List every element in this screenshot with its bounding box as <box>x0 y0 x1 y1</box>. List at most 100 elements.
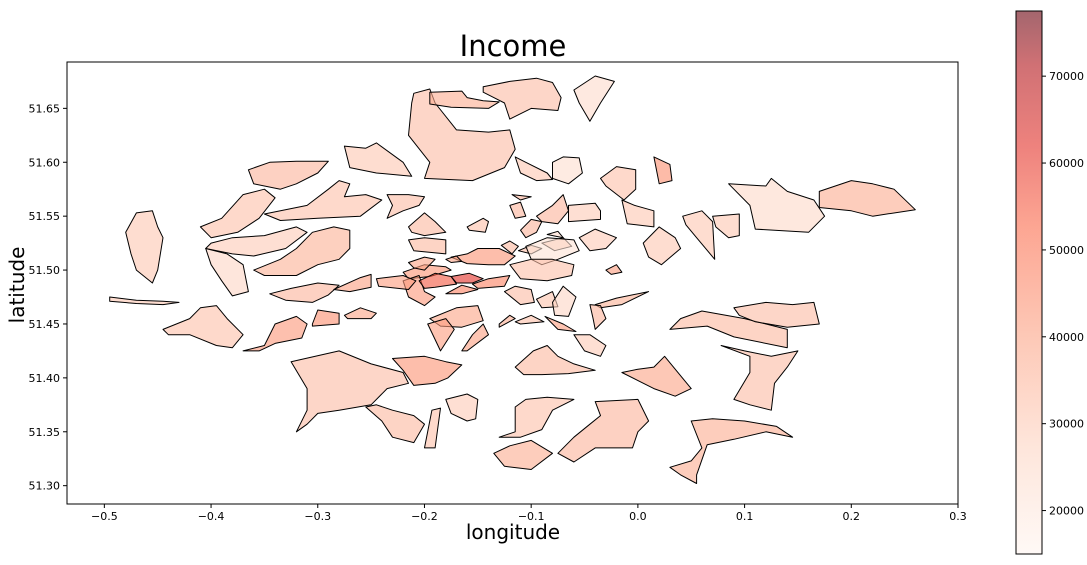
region-polygon <box>472 275 511 289</box>
region-polygon <box>669 310 788 349</box>
region-polygon <box>429 90 500 109</box>
region-polygon <box>589 304 607 330</box>
region-polygon <box>450 248 516 266</box>
region-polygon <box>573 75 615 122</box>
region-polygon <box>642 226 682 266</box>
region-polygon <box>552 285 577 317</box>
y-tick-label: 51.55 <box>29 210 61 223</box>
colorbar-tick-label: 70000 <box>1049 70 1084 83</box>
region-polygon <box>600 166 637 201</box>
region-polygon <box>125 210 164 284</box>
region-polygon <box>568 202 601 223</box>
region-polygon <box>544 315 577 332</box>
x-tick-label: 0.0 <box>629 510 647 523</box>
region-polygon <box>514 345 596 376</box>
region-polygon <box>557 398 650 463</box>
x-tick-label: −0.3 <box>304 510 331 523</box>
y-axis-ticks: 51.30 51.35 51.40 51.45 51.50 51.55 51.60 51.65 <box>29 102 67 493</box>
region-polygon <box>263 180 383 221</box>
region-polygon <box>290 350 409 433</box>
region-polygon <box>509 258 575 282</box>
region-polygon <box>552 156 583 185</box>
region-polygon <box>498 314 516 328</box>
region-polygon <box>653 156 673 185</box>
x-tick-label: −0.1 <box>518 510 545 523</box>
region-polygon <box>162 305 244 349</box>
x-tick-label: 0.2 <box>843 510 861 523</box>
region-polygon <box>311 309 340 327</box>
y-tick-label: 51.50 <box>29 264 61 277</box>
region-polygon <box>509 201 527 219</box>
region-polygon <box>343 142 413 177</box>
regions-layer <box>109 75 916 484</box>
region-polygon <box>493 439 553 470</box>
y-tick-label: 51.45 <box>29 318 61 331</box>
region-polygon <box>365 404 425 444</box>
region-polygon <box>242 315 308 352</box>
region-polygon <box>605 264 623 275</box>
y-tick-label: 51.65 <box>29 102 61 115</box>
region-polygon <box>408 237 447 255</box>
region-polygon <box>269 282 340 303</box>
region-polygon <box>712 213 740 239</box>
region-polygon <box>546 230 564 239</box>
region-polygon <box>386 194 425 219</box>
region-polygon <box>504 285 535 306</box>
region-polygon <box>498 396 575 438</box>
region-polygon <box>418 272 457 289</box>
region-polygon <box>205 226 308 257</box>
region-polygon <box>461 323 489 352</box>
y-tick-label: 51.60 <box>29 156 61 169</box>
region-polygon <box>199 188 276 239</box>
region-polygon <box>408 212 447 237</box>
region-polygon <box>109 296 180 306</box>
plot-area <box>66 61 959 505</box>
colorbar-tick-label: 60000 <box>1049 157 1084 170</box>
region-polygon <box>450 272 484 284</box>
colorbar-tick-label: 50000 <box>1049 244 1084 257</box>
region-polygon <box>445 284 479 295</box>
region-polygon <box>253 226 351 276</box>
region-polygon <box>427 318 455 352</box>
y-tick-label: 51.35 <box>29 426 61 439</box>
x-tick-label: −0.4 <box>198 510 225 523</box>
x-tick-label: 0.3 <box>949 510 967 523</box>
region-polygon <box>445 255 463 263</box>
region-polygon <box>621 355 692 397</box>
x-axis-label: longitude <box>466 520 560 544</box>
region-polygon <box>573 334 607 357</box>
region-polygon <box>682 210 716 260</box>
x-tick-label: 0.1 <box>736 510 754 523</box>
region-polygon <box>728 177 826 233</box>
region-polygon <box>621 199 655 228</box>
region-polygon <box>500 240 519 255</box>
y-tick-label: 51.30 <box>29 480 61 493</box>
region-polygon <box>511 194 532 201</box>
region-polygon <box>343 307 377 320</box>
region-polygon <box>733 301 820 328</box>
region-polygon <box>247 160 329 190</box>
x-tick-label: −0.5 <box>91 510 118 523</box>
region-polygon <box>578 228 617 252</box>
region-polygon <box>445 393 479 422</box>
region-polygon <box>466 217 489 233</box>
x-tick-label: −0.2 <box>411 510 438 523</box>
region-polygon <box>205 248 249 297</box>
region-polygon <box>520 218 543 239</box>
region-polygon <box>482 77 562 120</box>
y-axis-label: latitude <box>5 247 29 324</box>
region-polygon <box>514 156 553 182</box>
region-polygon <box>333 273 372 293</box>
region-polygon <box>408 256 436 271</box>
y-tick-label: 51.40 <box>29 372 61 385</box>
chart-title: Income <box>460 29 567 63</box>
region-polygon <box>375 275 417 290</box>
region-polygon <box>818 180 916 217</box>
colorbar-tick-label: 40000 <box>1049 331 1084 344</box>
region-polygon <box>408 88 516 182</box>
region-polygon <box>669 418 794 484</box>
colorbar-tick-label: 20000 <box>1049 505 1084 518</box>
colorbar <box>1015 10 1043 555</box>
region-polygon <box>424 407 441 449</box>
